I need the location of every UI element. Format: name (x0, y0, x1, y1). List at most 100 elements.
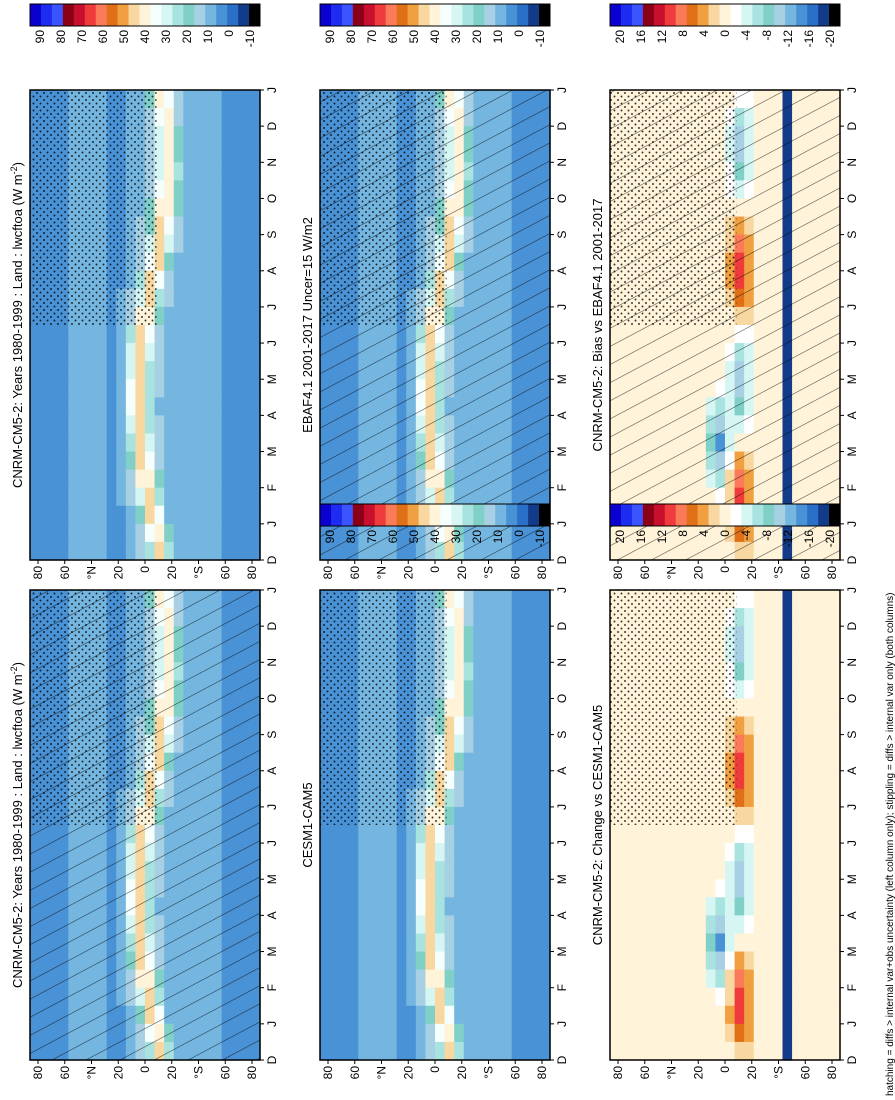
colorbar-swatch (249, 4, 261, 26)
month-label: J (555, 340, 569, 346)
heat-cell (648, 915, 659, 935)
heat-cell (173, 126, 184, 145)
heat-cell (30, 505, 41, 525)
heat-cell (677, 933, 688, 953)
colorbar-swatch (528, 504, 540, 526)
heat-cell (772, 626, 784, 645)
heat-cell (540, 680, 551, 700)
heat-cell (482, 987, 494, 1007)
heat-cell (320, 987, 331, 1007)
colorbar-label: -20 (823, 530, 837, 548)
month-label: A (555, 911, 569, 919)
heat-cell (367, 861, 379, 880)
heat-cell (667, 1005, 678, 1025)
heat-cell (772, 987, 784, 1007)
heat-cell (250, 397, 261, 416)
heat-cell (521, 734, 532, 754)
heat-cell (610, 1005, 621, 1025)
heat-cell (511, 897, 522, 916)
heat-cell (811, 788, 822, 808)
heat-cell (348, 897, 359, 916)
colorbar-swatch (374, 4, 387, 26)
heat-cell (502, 933, 513, 953)
colorbar-frame (29, 3, 261, 27)
heat-cell (667, 861, 678, 880)
heat-cell (435, 915, 446, 935)
colorbar-swatch (653, 4, 666, 26)
heat-cell (221, 397, 232, 416)
heat-cell (686, 933, 697, 953)
heat-cell (125, 379, 137, 398)
month-label: N (555, 158, 569, 167)
heat-cell (444, 897, 455, 916)
month-label: A (555, 411, 569, 419)
colorbar-swatch (484, 504, 496, 526)
heat-cell (511, 752, 522, 772)
heat-cell (240, 343, 252, 362)
heat-cell (502, 788, 513, 808)
heat-cell (792, 716, 803, 736)
heat-cell (348, 1005, 359, 1025)
heat-cell (202, 325, 213, 344)
heat-cell (638, 825, 649, 844)
heat-cell (753, 879, 764, 898)
heat-cell (454, 644, 465, 663)
heat-cell (502, 843, 513, 862)
colorbar-label: 30 (449, 530, 463, 544)
title-end: ) (10, 662, 25, 666)
lat-label: 80 (825, 566, 839, 580)
heat-cell (183, 90, 194, 109)
heat-cell (164, 234, 175, 254)
colorbar-swatch (451, 504, 463, 526)
heat-cell (521, 879, 532, 898)
heat-cell (801, 716, 812, 736)
heat-cell (502, 879, 513, 898)
heat-cell (696, 987, 707, 1007)
heat-cell (502, 590, 513, 609)
heat-cell (820, 752, 832, 772)
heat-cell (339, 1023, 350, 1043)
heat-cell (715, 879, 726, 898)
heat-cell (782, 788, 793, 808)
heat-cell (77, 379, 89, 398)
heat-cell (212, 361, 223, 380)
heat-cell (183, 343, 194, 362)
heat-cell (492, 915, 503, 935)
heat-cell (482, 879, 494, 898)
heat-cell (763, 698, 774, 718)
heat-cell (106, 415, 117, 435)
colorbar-swatch (440, 504, 452, 526)
heat-cell (164, 397, 175, 416)
heat-cell (240, 541, 252, 561)
heat-cell (77, 523, 89, 543)
heat-cell (425, 969, 436, 989)
heat-cell (58, 325, 69, 344)
colorbar-label: 50 (407, 30, 421, 44)
heat-cell (396, 861, 407, 880)
heat-cell (705, 1005, 717, 1025)
heat-cell (377, 969, 388, 989)
heat-cell (240, 397, 252, 416)
heat-cell (183, 162, 194, 181)
heat-cell (686, 861, 697, 880)
heat-cell (77, 487, 89, 507)
heat-cell (744, 716, 755, 736)
heat-cell (492, 1005, 503, 1025)
heat-cell (521, 662, 532, 681)
colorbar-label: 10 (201, 30, 215, 44)
heat-cell (49, 469, 60, 489)
heat-cell (820, 987, 832, 1007)
month-label: F (555, 484, 569, 491)
heat-cell (782, 662, 793, 681)
heat-cell (638, 1005, 649, 1025)
heat-cell (753, 626, 764, 645)
heat-cell (145, 505, 156, 525)
month-label: O (845, 194, 859, 203)
heat-cell (212, 505, 223, 525)
heat-cell (511, 969, 522, 989)
heat-cell (49, 415, 60, 435)
lat-label: °S (192, 566, 206, 579)
heat-cell (530, 734, 542, 754)
